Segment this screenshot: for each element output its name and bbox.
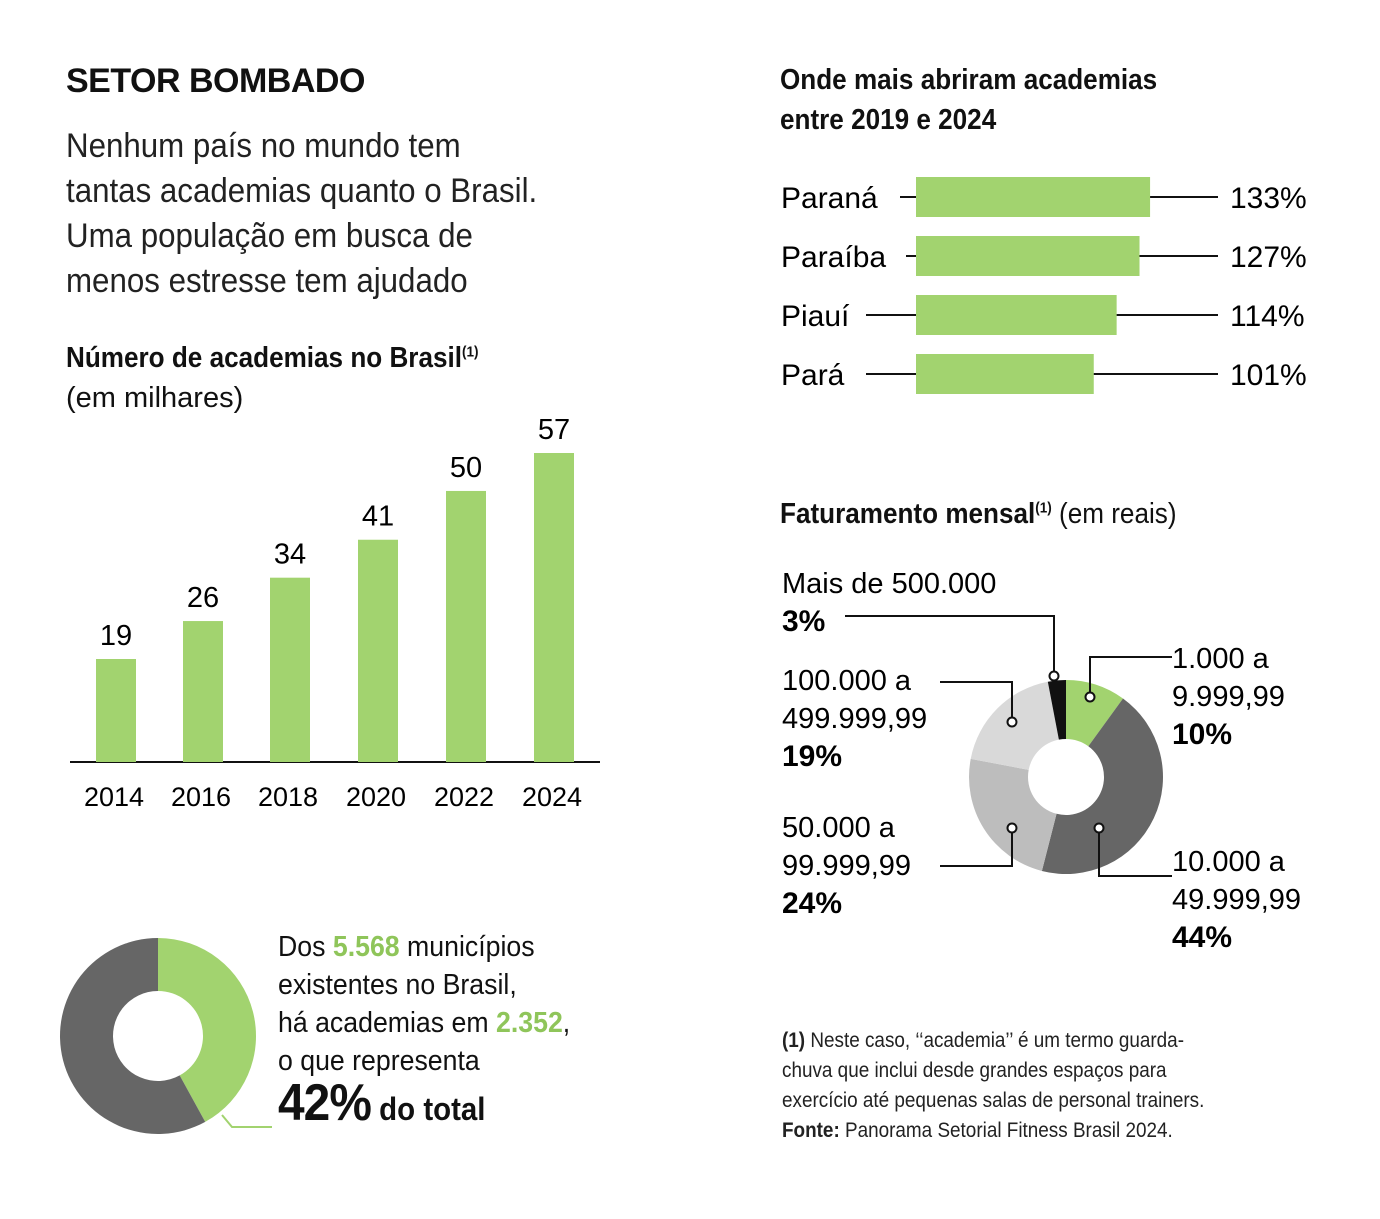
text: há academias em bbox=[278, 1007, 497, 1039]
kicker: SETOR BOMBADO bbox=[66, 62, 365, 100]
value-label: 101% bbox=[1230, 359, 1307, 392]
x-tick-label: 2020 bbox=[346, 782, 406, 812]
bar-value-label: 57 bbox=[538, 414, 570, 446]
value-label: 133% bbox=[1230, 182, 1307, 215]
bar-value-label: 41 bbox=[362, 501, 394, 533]
leader-dot bbox=[1093, 822, 1105, 834]
hbar bbox=[916, 354, 1094, 394]
text: , bbox=[562, 1007, 571, 1039]
donut-slice bbox=[1066, 680, 1124, 747]
slice-label: 50.000 a bbox=[782, 812, 896, 844]
bar bbox=[446, 490, 486, 762]
leader-line bbox=[940, 681, 1013, 722]
hbar bbox=[916, 177, 1151, 217]
note-line: exercício até pequenas salas de personal… bbox=[782, 1089, 1205, 1112]
bar-value-label: 34 bbox=[274, 539, 306, 571]
bar bbox=[96, 659, 136, 762]
slice-label: 1.000 a bbox=[1172, 643, 1270, 675]
lede-line: menos estresse tem ajudado bbox=[66, 262, 468, 300]
leader-dot bbox=[1006, 822, 1018, 834]
highlight-number: 2.352 bbox=[496, 1007, 563, 1039]
municipios-text: Dos 5.568 municípios existentes no Brasi… bbox=[278, 928, 570, 1130]
category-label: Pará bbox=[781, 359, 845, 392]
value-label: 127% bbox=[1230, 241, 1307, 274]
lede: Nenhum país no mundo tem tantas academia… bbox=[66, 124, 618, 304]
slice-label: 49.999,99 bbox=[1172, 884, 1301, 916]
leader-line bbox=[221, 1114, 272, 1128]
x-tick-label: 2016 bbox=[171, 782, 231, 812]
hbar-title-1: Onde mais abriram academias bbox=[780, 64, 1158, 96]
source-label: Fonte: bbox=[782, 1119, 840, 1142]
leader-line bbox=[1098, 828, 1172, 877]
text: municípios bbox=[399, 931, 535, 963]
donut-slice bbox=[59, 938, 206, 1134]
category-label: Paraná bbox=[781, 182, 878, 215]
slice-value-label: 44% bbox=[1172, 921, 1232, 954]
x-tick-label: 2024 bbox=[522, 782, 582, 812]
x-tick-label: 2022 bbox=[434, 782, 494, 812]
slice-value-label: 24% bbox=[782, 887, 842, 920]
text: existentes no Brasil, bbox=[278, 969, 517, 1001]
donut-slice bbox=[1041, 698, 1163, 874]
leader-line bbox=[940, 828, 1013, 867]
donut-slice bbox=[158, 938, 256, 1122]
value-label: 114% bbox=[1230, 300, 1305, 333]
slice-value-label: 19% bbox=[782, 740, 842, 773]
bar bbox=[183, 621, 223, 762]
text: Dos bbox=[278, 931, 333, 963]
title-text: Número de academias no Brasil bbox=[66, 342, 462, 374]
highlight-number: 5.568 bbox=[332, 931, 400, 963]
donut-slice bbox=[1047, 680, 1066, 740]
leader-line bbox=[845, 615, 1055, 676]
category-label: Piauí bbox=[781, 300, 850, 333]
slice-label: 9.999,99 bbox=[1172, 681, 1285, 713]
hbar bbox=[916, 236, 1140, 276]
lede-line: Nenhum país no mundo tem bbox=[66, 127, 461, 165]
bar-value-label: 50 bbox=[450, 452, 482, 484]
donut-slice bbox=[968, 758, 1057, 871]
bar bbox=[534, 453, 574, 762]
bar-value-label: 26 bbox=[187, 582, 219, 614]
slice-label: 499.999,99 bbox=[782, 703, 927, 735]
leader-dot bbox=[1006, 716, 1018, 728]
title-text: Faturamento mensal bbox=[780, 498, 1036, 530]
percent-big: 42% bbox=[278, 1074, 372, 1132]
bar-value-label: 19 bbox=[100, 620, 132, 652]
note-line: Neste caso, ‘‘academia’’ é um termo guar… bbox=[805, 1029, 1184, 1052]
x-tick-label: 2018 bbox=[258, 782, 318, 812]
leader-dot bbox=[1084, 691, 1096, 703]
subtitle: (em reais) bbox=[1059, 498, 1177, 530]
text: do total bbox=[370, 1091, 486, 1127]
bar bbox=[358, 539, 398, 762]
footnote: (1) Neste caso, ‘‘academia’’ é um termo … bbox=[782, 1026, 1204, 1146]
slice-label: 10.000 a bbox=[1172, 846, 1286, 878]
footnote-mark: (1) bbox=[462, 343, 479, 361]
bar-chart-subtitle: (em milhares) bbox=[66, 382, 244, 414]
slice-value-label: 10% bbox=[1172, 718, 1232, 751]
text: o que representa bbox=[278, 1045, 480, 1077]
note-marker: (1) bbox=[782, 1029, 806, 1052]
lede-line: Uma população em busca de bbox=[66, 217, 473, 255]
donut-title: Faturamento mensal(1) (em reais) bbox=[780, 498, 1177, 531]
note-line: chuva que inclui desde grandes espaços p… bbox=[782, 1059, 1167, 1082]
hbar-title-2: entre 2019 e 2024 bbox=[780, 104, 997, 136]
category-label: Paraíba bbox=[781, 241, 886, 274]
slice-value-label: 3% bbox=[782, 605, 825, 638]
source-text: Panorama Setorial Fitness Brasil 2024. bbox=[839, 1119, 1173, 1142]
leader-dot bbox=[1048, 670, 1060, 682]
slice-label: 100.000 a bbox=[782, 665, 912, 697]
x-tick-label: 2014 bbox=[84, 782, 144, 812]
bar-chart-title: Número de academias no Brasil(1) bbox=[66, 342, 479, 375]
hbar bbox=[916, 295, 1117, 335]
footnote-mark: (1) bbox=[1035, 499, 1052, 517]
slice-label: Mais de 500.000 bbox=[782, 568, 996, 600]
leader-line bbox=[1089, 656, 1172, 697]
slice-label: 99.999,99 bbox=[782, 850, 911, 882]
bar bbox=[270, 577, 310, 762]
lede-line: tantas academias quanto o Brasil. bbox=[66, 172, 538, 210]
